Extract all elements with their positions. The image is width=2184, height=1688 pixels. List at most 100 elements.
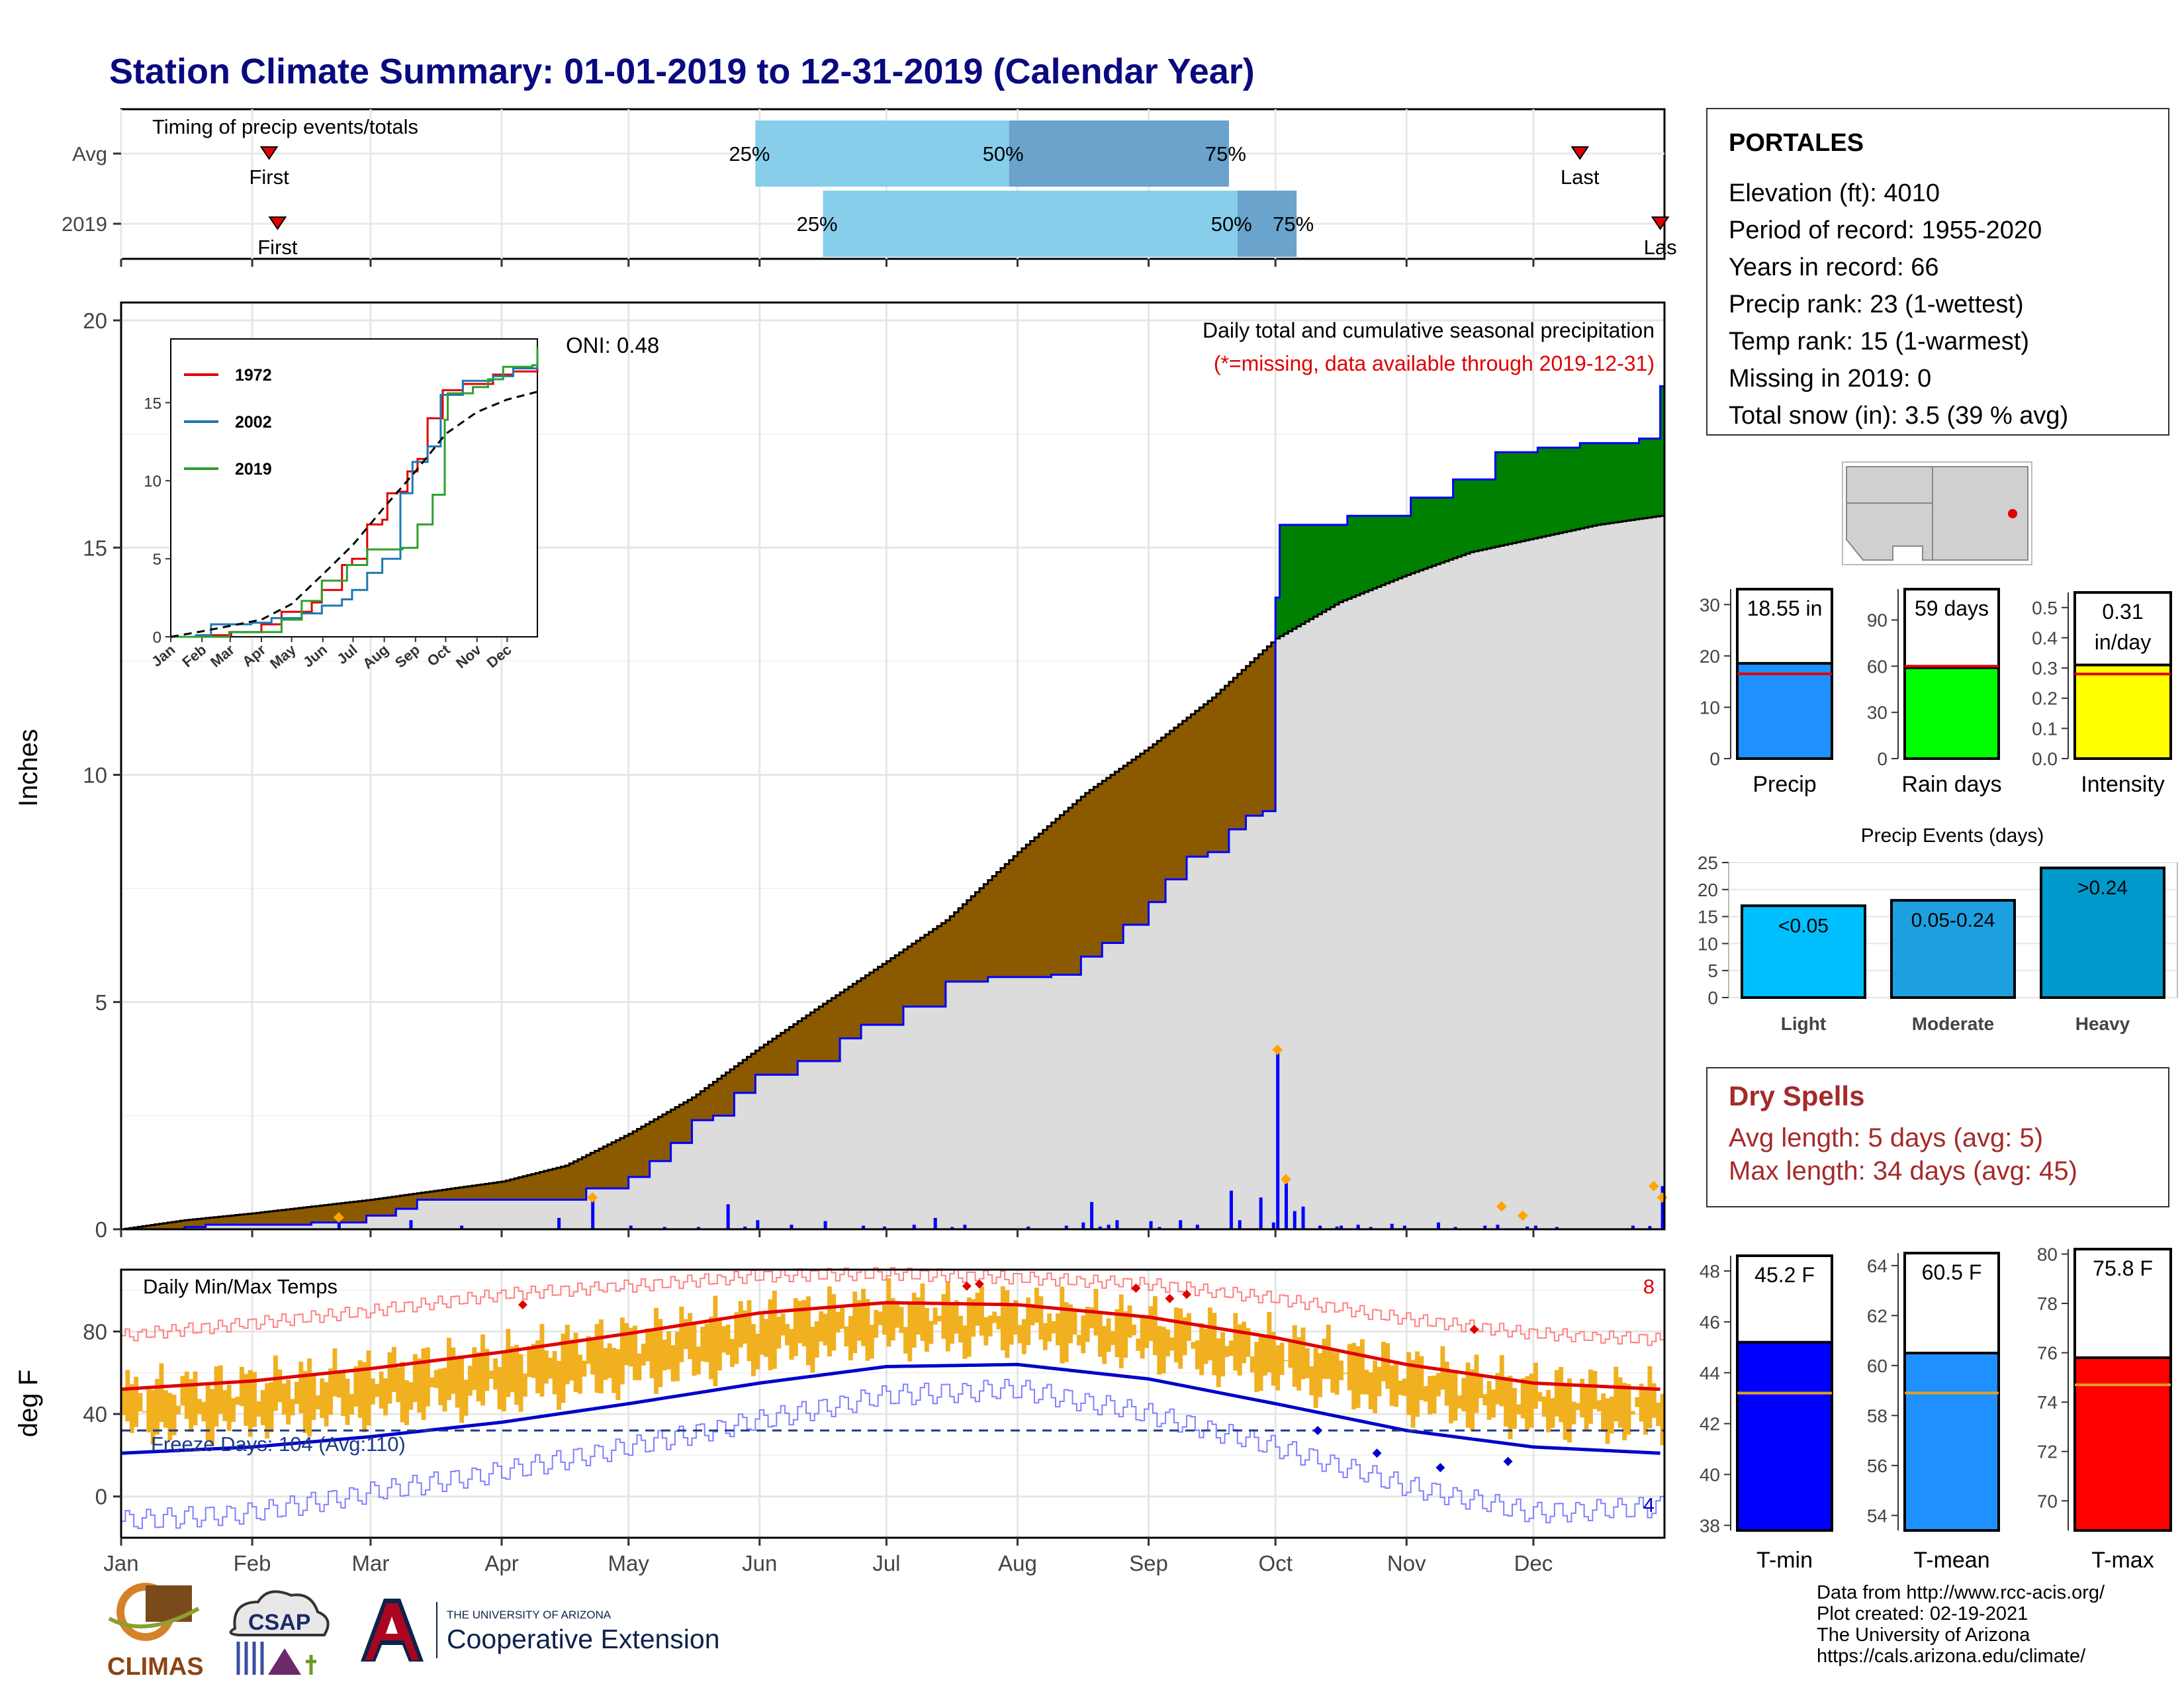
daily-temp-bar xyxy=(840,1307,845,1329)
daily-temp-bar xyxy=(704,1323,709,1362)
surplus-area xyxy=(1575,447,1580,530)
daily-temp-bar xyxy=(607,1343,612,1378)
oni-label: ONI: 0.48 xyxy=(566,333,659,357)
daily-precip-marker xyxy=(1280,1174,1291,1185)
deficit-area xyxy=(674,1107,680,1143)
daily-temp-bar xyxy=(1118,1294,1124,1368)
deficit-area xyxy=(480,1184,486,1200)
daily-temp-bar xyxy=(662,1339,667,1371)
daily-temp-bar xyxy=(1394,1361,1398,1407)
deficit-area xyxy=(594,1150,600,1189)
deficit-area xyxy=(924,935,929,1007)
daily-temp-bar xyxy=(1550,1397,1555,1429)
daily-temp-bar xyxy=(835,1312,841,1333)
arizona-a-icon xyxy=(361,1599,424,1662)
deficit-area xyxy=(1258,654,1263,816)
deficit-area xyxy=(612,1142,617,1189)
deficit-area xyxy=(320,1205,325,1223)
deficit-area xyxy=(404,1195,410,1209)
daily-precip-bar xyxy=(1284,1179,1288,1229)
daily-precip-bar xyxy=(1301,1206,1305,1229)
daily-temp-bar xyxy=(552,1350,557,1395)
daily-temp-bar xyxy=(1415,1351,1420,1417)
deficit-area xyxy=(734,1066,739,1094)
deficit-area xyxy=(548,1170,553,1200)
events-category-label: Heavy xyxy=(2075,1013,2130,1034)
daily-temp-bar xyxy=(979,1286,984,1336)
deficit-area xyxy=(819,1006,824,1061)
daily-temp-bar xyxy=(743,1310,748,1344)
daily-temp-bar xyxy=(878,1311,883,1325)
daily-temp-bar xyxy=(1614,1366,1619,1422)
temp-summary-2-bar xyxy=(2073,1356,2172,1532)
deficit-area xyxy=(561,1166,566,1200)
daily-temp-bar xyxy=(522,1374,527,1397)
deficit-area xyxy=(1271,642,1276,812)
timing-row-label: Avg xyxy=(72,142,107,165)
daily-temp-bar xyxy=(1047,1313,1052,1342)
deficit-area xyxy=(764,1044,769,1075)
daily-temp-bar xyxy=(827,1286,832,1357)
deficit-area xyxy=(1228,681,1234,829)
deficit-area xyxy=(789,1027,794,1075)
events-bar-moderate xyxy=(1890,899,2016,999)
deficit-area xyxy=(1178,724,1183,880)
daily-temp-bar xyxy=(1516,1404,1522,1415)
deficit-area xyxy=(514,1178,520,1200)
daily-temp-bar xyxy=(1423,1386,1428,1402)
surplus-area xyxy=(1559,447,1564,534)
surplus-area xyxy=(1656,438,1661,517)
daily-temp-bar xyxy=(1596,1400,1602,1412)
precip-panel-frame xyxy=(120,301,1666,1231)
deficit-area xyxy=(856,980,862,1039)
surplus-area xyxy=(1554,447,1559,534)
daily-temp-bar xyxy=(387,1352,392,1404)
temp-summary-2-category-label: T-max xyxy=(2091,1548,2154,1573)
daily-temp-bar xyxy=(780,1313,786,1336)
deficit-area xyxy=(603,1147,608,1189)
deficit-area xyxy=(265,1211,270,1225)
deficit-area xyxy=(1030,841,1035,977)
daily-temp-bar xyxy=(214,1366,219,1427)
daily-precip-bar xyxy=(1179,1220,1183,1229)
deficit-area xyxy=(307,1207,312,1225)
deficit-area xyxy=(1102,780,1107,943)
deficit-area xyxy=(987,880,993,977)
surplus-area xyxy=(1402,516,1407,577)
deficit-area xyxy=(1009,860,1014,977)
surplus-area xyxy=(1288,524,1293,632)
surplus-area xyxy=(1432,497,1437,566)
surplus-area xyxy=(1516,452,1522,543)
daily-precip-bar xyxy=(1259,1197,1263,1229)
daily-temp-bar xyxy=(924,1307,929,1352)
surplus-area xyxy=(1275,597,1281,639)
deficit-area xyxy=(1072,804,1077,975)
deficit-area xyxy=(1195,710,1200,857)
deficit-area xyxy=(146,1225,152,1229)
deficit-area xyxy=(945,920,950,982)
daily-temp-bar xyxy=(557,1360,561,1410)
daily-temp-bar xyxy=(189,1379,194,1432)
timing-bar-upper xyxy=(1009,120,1229,187)
daily-temp-bar xyxy=(1364,1370,1369,1395)
deficit-area xyxy=(1173,727,1179,880)
daily-temp-bar xyxy=(1131,1324,1136,1336)
daily-temp-bar xyxy=(1271,1332,1276,1386)
daily-temp-bar xyxy=(167,1393,173,1441)
daily-temp-bar xyxy=(578,1354,582,1394)
temp-xtick-label: Dec xyxy=(1514,1551,1553,1575)
daily-temp-bar xyxy=(1373,1360,1378,1413)
daily-temp-bar xyxy=(916,1297,921,1335)
daily-temp-bar xyxy=(1258,1336,1263,1391)
deficit-area xyxy=(852,984,858,1039)
deficit-area xyxy=(311,1206,316,1223)
precip-summary-0-ytick-label: 20 xyxy=(1700,646,1720,667)
daily-temp-bar xyxy=(1601,1393,1606,1432)
deficit-area xyxy=(1021,848,1026,977)
deficit-area xyxy=(878,966,883,1025)
deficit-area xyxy=(840,992,845,1039)
daily-temp-bar xyxy=(683,1319,688,1349)
surplus-area xyxy=(1381,516,1386,585)
daily-precip-bar xyxy=(1555,1227,1559,1229)
daily-temp-bar xyxy=(1385,1343,1390,1389)
